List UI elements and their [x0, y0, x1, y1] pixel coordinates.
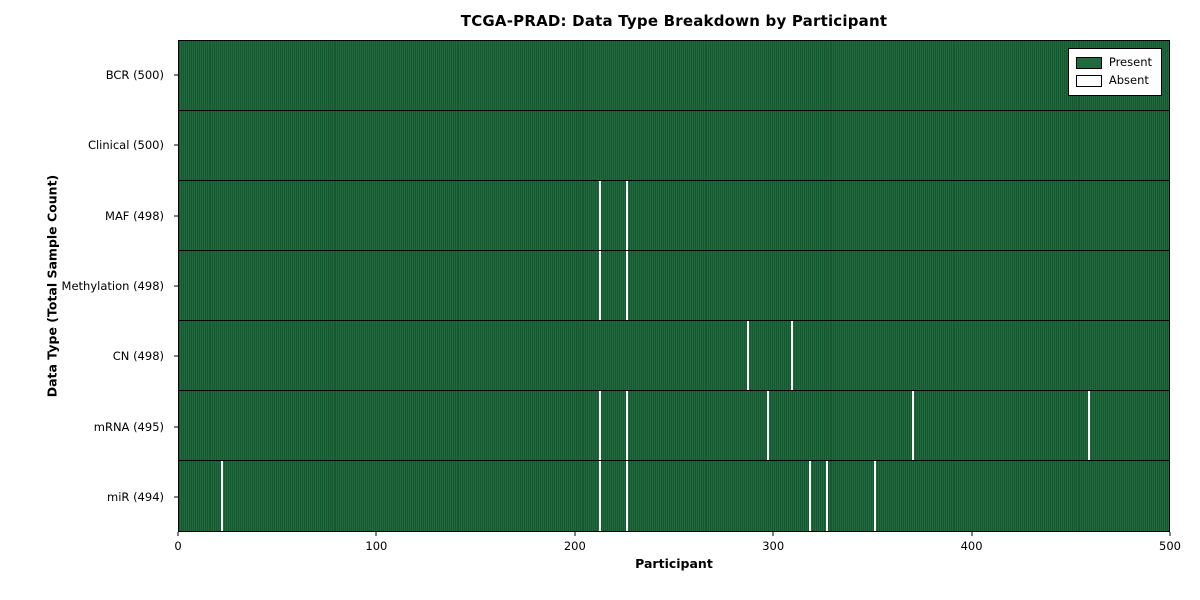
absent-stripe [598, 391, 601, 460]
y-tick-labels: BCR (500) Clinical (500) MAF (498) Methylat… [0, 40, 172, 532]
absent-stripe [220, 461, 223, 531]
y-tick-label: CN (498) [112, 349, 164, 364]
heatmap-row [179, 251, 1169, 321]
absent-stripe [598, 181, 601, 250]
heatmap-row [179, 461, 1169, 531]
chart-title: TCGA-PRAD: Data Type Breakdown by Partic… [460, 12, 888, 30]
y-tick-mark [174, 74, 178, 76]
absent-stripe [1087, 391, 1090, 460]
y-tick-mark [174, 285, 178, 287]
x-tick-label: 300 [762, 539, 785, 553]
y-tick-label: BCR (500) [105, 68, 164, 83]
x-tick-label: 0 [174, 539, 182, 553]
absent-stripe [767, 391, 770, 460]
x-tick-mark [177, 532, 179, 536]
x-tick-mark [1169, 532, 1171, 536]
absent-stripe [626, 251, 629, 320]
x-tick-mark [574, 532, 576, 536]
absent-stripe [790, 321, 793, 390]
x-tick-labels: 0 100 200 300 400 500 [174, 532, 1181, 556]
y-tick-label: Clinical (500) [87, 138, 164, 153]
y-tick-mark [174, 426, 178, 428]
legend-entry-present: Present [1075, 54, 1152, 72]
y-tick-label: mRNA (495) [93, 419, 164, 434]
absent-stripe [626, 181, 629, 250]
y-tick-label: MAF (498) [105, 208, 164, 223]
y-tick-mark [174, 144, 178, 146]
x-tick-mark [375, 532, 377, 536]
y-tick-marks [174, 40, 178, 532]
x-tick-label: 500 [1159, 539, 1181, 553]
legend: Present Absent [1067, 48, 1162, 96]
absent-stripe [873, 461, 876, 531]
rows-container [179, 41, 1169, 531]
y-tick-mark [174, 215, 178, 217]
absent-stripe [598, 461, 601, 531]
heatmap-row [179, 321, 1169, 391]
x-axis-label: Participant [635, 556, 713, 571]
x-tick-label: 100 [365, 539, 388, 553]
legend-label-absent: Absent [1108, 73, 1149, 88]
y-tick-mark [174, 355, 178, 357]
absent-swatch-icon [1075, 75, 1102, 87]
legend-label-present: Present [1108, 55, 1152, 70]
x-tick-label: 400 [960, 539, 983, 553]
y-tick-mark [174, 496, 178, 498]
plot-area: Present Absent [178, 40, 1170, 532]
heatmap-row [179, 391, 1169, 461]
x-tick-mark [772, 532, 774, 536]
absent-stripe [747, 321, 750, 390]
legend-entry-absent: Absent [1075, 72, 1152, 90]
x-tick-mark [971, 532, 973, 536]
y-tick-label: miR (494) [107, 489, 164, 504]
absent-stripe [911, 391, 914, 460]
heatmap-row [179, 181, 1169, 251]
x-tick-label: 200 [563, 539, 586, 553]
absent-stripe [808, 461, 811, 531]
absent-stripe [626, 461, 629, 531]
heatmap-row [179, 111, 1169, 181]
y-tick-label: Methylation (498) [61, 279, 164, 293]
absent-stripe [626, 391, 629, 460]
heatmap-row [179, 41, 1169, 111]
absent-stripe [598, 251, 601, 320]
present-swatch-icon [1075, 57, 1102, 69]
absent-stripe [826, 461, 829, 531]
